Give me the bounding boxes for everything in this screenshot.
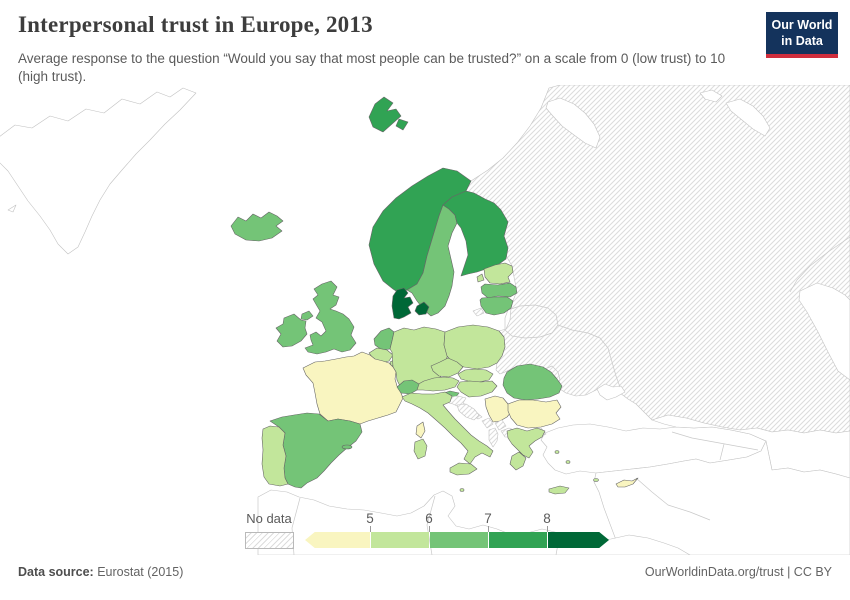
no-data-label: No data: [246, 511, 292, 526]
country-greenland[interactable]: [0, 87, 197, 255]
balearic-islands: [341, 444, 353, 450]
country-austria[interactable]: [414, 376, 460, 392]
country-malta[interactable]: [459, 488, 465, 492]
country-romania[interactable]: [502, 363, 563, 401]
country-norway[interactable]: [368, 167, 472, 294]
country-czechia[interactable]: [430, 357, 464, 378]
legend-bin-1[interactable]: [371, 532, 429, 548]
license-label: CC BY: [793, 565, 832, 579]
country-bosnia-herzegovina[interactable]: [456, 403, 480, 421]
legend-tick-label-6: 6: [425, 511, 433, 526]
country-serbia[interactable]: [484, 395, 513, 423]
caspian-sea: [798, 282, 850, 381]
country-iceland[interactable]: [230, 211, 284, 242]
country-latvia[interactable]: [480, 282, 518, 299]
legend-tick: [370, 526, 371, 532]
country-kosovo[interactable]: [494, 419, 507, 431]
legend-tick-label-5: 5: [366, 511, 374, 526]
white-sea: [545, 97, 601, 149]
legend-tick: [488, 526, 489, 532]
owid-link[interactable]: OurWorldinData.org/trust: [644, 565, 784, 579]
country-denmark[interactable]: [391, 287, 430, 320]
rhodes-island: [593, 478, 599, 482]
page-title: Interpersonal trust in Europe, 2013: [18, 12, 373, 37]
data-source-label: Data source:: [18, 565, 94, 579]
country-united-kingdom[interactable]: [300, 280, 357, 355]
region-kaliningrad[interactable]: [472, 307, 485, 317]
chart-footer: Data source: Eurostat (2015) OurWorldinD…: [0, 565, 850, 579]
legend-bin-4[interactable]: [548, 532, 609, 548]
legend-tick: [547, 526, 548, 532]
country-small-island: [7, 204, 17, 213]
country-italy[interactable]: [401, 391, 494, 476]
border-ukraine-russia: [557, 324, 621, 388]
country-lithuania[interactable]: [479, 296, 514, 316]
legend-bin-2[interactable]: [430, 532, 488, 548]
legend-tick-label-8: 8: [543, 511, 551, 526]
map-svg: [0, 85, 850, 555]
country-cyprus[interactable]: [615, 477, 639, 488]
country-france[interactable]: [302, 351, 404, 425]
owid-logo-stripe: [766, 54, 838, 59]
no-data-swatch[interactable]: [245, 532, 294, 549]
country-bulgaria[interactable]: [507, 399, 562, 429]
border-middle-east: [635, 477, 711, 521]
country-ireland[interactable]: [275, 313, 308, 348]
region-caucasus: [651, 414, 850, 479]
legend-tick: [429, 526, 430, 532]
chart-subtitle: Average response to the question “Would …: [18, 51, 726, 84]
owid-logo-text: Our World in Data: [766, 12, 838, 55]
data-source: Data source: Eurostat (2015): [18, 565, 184, 579]
country-switzerland[interactable]: [396, 379, 420, 395]
country-crimea: [596, 383, 626, 401]
border-kazakhstan: [789, 236, 850, 293]
aegean-island: [554, 450, 560, 454]
country-portugal[interactable]: [261, 425, 289, 487]
region-middle-east: [593, 440, 850, 555]
europe-choropleth-map: [0, 85, 850, 555]
aegean-island: [565, 460, 571, 464]
legend-bin-0[interactable]: [305, 532, 370, 548]
country-montenegro[interactable]: [481, 417, 494, 429]
footer-right: OurWorldinData.org/trust | CC BY: [644, 565, 832, 579]
legend-tick-label-7: 7: [484, 511, 492, 526]
country-slovakia[interactable]: [457, 368, 494, 383]
border-caucasus: [671, 431, 759, 461]
country-estonia[interactable]: [476, 262, 514, 285]
owid-logo[interactable]: Our World in Data: [766, 12, 838, 59]
country-svalbard[interactable]: [368, 96, 409, 133]
region-corsica[interactable]: [415, 421, 426, 439]
country-greece[interactable]: [506, 427, 570, 495]
legend-bin-3[interactable]: [489, 532, 547, 548]
country-albania[interactable]: [488, 427, 499, 448]
country-sweden[interactable]: [406, 204, 458, 317]
country-hungary[interactable]: [456, 380, 498, 398]
country-novaya-zemlya: [699, 89, 771, 137]
